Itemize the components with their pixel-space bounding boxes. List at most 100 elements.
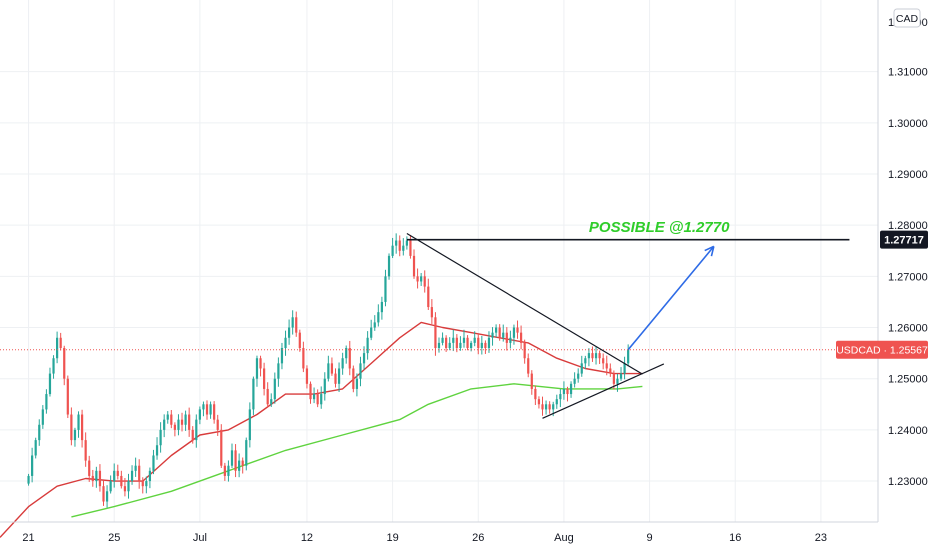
candle[interactable]: [259, 355, 262, 377]
candle[interactable]: [498, 324, 501, 341]
candle[interactable]: [70, 407, 73, 446]
candle[interactable]: [177, 414, 180, 436]
candle[interactable]: [98, 464, 102, 492]
candle[interactable]: [598, 350, 601, 364]
candle[interactable]: [302, 341, 305, 373]
candle[interactable]: [527, 353, 530, 378]
candle[interactable]: [370, 319, 373, 341]
candle[interactable]: [230, 443, 234, 469]
candle[interactable]: [130, 465, 134, 485]
candle[interactable]: [116, 464, 119, 480]
candle[interactable]: [263, 362, 266, 396]
candle[interactable]: [519, 325, 523, 350]
candle[interactable]: [487, 331, 491, 353]
candle[interactable]: [491, 327, 494, 346]
candle[interactable]: [359, 356, 362, 387]
candle[interactable]: [562, 381, 566, 400]
candle[interactable]: [316, 389, 319, 408]
candle[interactable]: [537, 396, 541, 409]
candle[interactable]: [459, 336, 462, 351]
candle[interactable]: [55, 331, 59, 364]
candle[interactable]: [123, 477, 127, 497]
candle[interactable]: [337, 362, 341, 392]
candle[interactable]: [105, 485, 109, 508]
candle[interactable]: [312, 387, 316, 404]
candle[interactable]: [91, 469, 94, 487]
candle[interactable]: [34, 437, 37, 459]
candle[interactable]: [555, 394, 558, 409]
candle[interactable]: [166, 411, 169, 424]
candle[interactable]: [534, 385, 537, 405]
candle[interactable]: [366, 331, 369, 360]
candle[interactable]: [102, 480, 105, 506]
candle[interactable]: [63, 345, 66, 386]
candle[interactable]: [619, 367, 623, 381]
candle[interactable]: [512, 324, 516, 345]
candle[interactable]: [48, 367, 52, 397]
currency-badge-box[interactable]: [893, 8, 921, 28]
candle[interactable]: [270, 393, 273, 407]
candle[interactable]: [398, 235, 401, 257]
candle[interactable]: [216, 414, 219, 436]
time-axis[interactable]: 21 25 Jul 12 19 26 Aug 9 16 23: [22, 532, 827, 544]
candle[interactable]: [541, 396, 544, 416]
candle[interactable]: [202, 401, 205, 417]
candle[interactable]: [88, 455, 91, 482]
candle[interactable]: [320, 386, 323, 409]
annotation-text[interactable]: POSSIBLE @1.2770: [589, 219, 730, 236]
candle[interactable]: [380, 296, 384, 320]
support-line[interactable]: [542, 363, 665, 419]
candle[interactable]: [209, 401, 212, 419]
candle[interactable]: [155, 437, 159, 460]
candle[interactable]: [377, 304, 380, 327]
price-axis[interactable]: 1.31000 1.30000 1.29000 1.28000 1.27000 1.260…: [888, 17, 928, 488]
candle[interactable]: [602, 353, 605, 370]
candle[interactable]: [41, 405, 44, 429]
candle[interactable]: [298, 329, 301, 352]
candle[interactable]: [80, 409, 84, 448]
candle[interactable]: [412, 249, 416, 279]
candle[interactable]: [334, 368, 337, 388]
candle[interactable]: [159, 422, 162, 453]
candle[interactable]: [566, 386, 569, 402]
candle[interactable]: [184, 410, 187, 431]
candle[interactable]: [77, 411, 80, 438]
candle[interactable]: [494, 324, 498, 338]
candle[interactable]: [52, 355, 55, 379]
candle[interactable]: [305, 365, 309, 389]
candle[interactable]: [195, 414, 198, 448]
candle[interactable]: [241, 457, 244, 474]
candle[interactable]: [416, 268, 419, 289]
projection-arrow[interactable]: [627, 245, 715, 351]
candle[interactable]: [95, 466, 98, 488]
candle[interactable]: [113, 463, 116, 488]
candle[interactable]: [223, 462, 226, 481]
candle[interactable]: [523, 339, 526, 364]
candle[interactable]: [273, 372, 276, 404]
candle[interactable]: [584, 355, 587, 370]
candle[interactable]: [609, 363, 612, 377]
candle[interactable]: [248, 402, 251, 448]
candle[interactable]: [266, 382, 269, 408]
candle[interactable]: [198, 406, 201, 425]
candle[interactable]: [66, 375, 69, 419]
candle[interactable]: [373, 315, 376, 331]
candle[interactable]: [213, 401, 216, 424]
candle[interactable]: [227, 460, 230, 482]
candle[interactable]: [163, 414, 166, 438]
candle[interactable]: [120, 470, 123, 489]
candle[interactable]: [234, 444, 237, 478]
candle[interactable]: [452, 329, 455, 352]
candle[interactable]: [423, 270, 426, 293]
candle[interactable]: [509, 330, 512, 349]
candle[interactable]: [138, 459, 141, 489]
candle[interactable]: [605, 355, 608, 376]
currency-badge[interactable]: CAD: [896, 13, 919, 25]
candle[interactable]: [505, 327, 508, 351]
candle[interactable]: [188, 407, 191, 437]
candle[interactable]: [430, 299, 433, 324]
candle[interactable]: [441, 332, 444, 346]
candle[interactable]: [627, 344, 630, 367]
candle[interactable]: [148, 467, 152, 489]
candle[interactable]: [180, 412, 184, 432]
